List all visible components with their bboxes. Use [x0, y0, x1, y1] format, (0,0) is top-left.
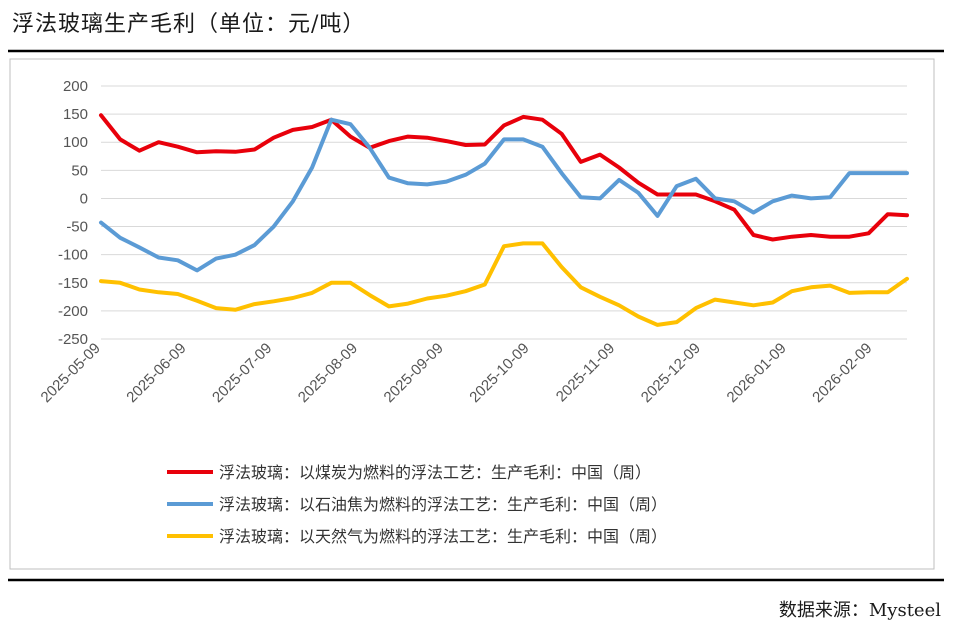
y-tick-label: 0: [80, 190, 88, 207]
series-line-1: [99, 113, 909, 242]
legend-label: 浮法玻璃：以煤炭为燃料的浮法工艺：生产毛利：中国（周）: [219, 463, 651, 482]
y-tick-label: -250: [58, 331, 88, 348]
series-line-3: [99, 241, 909, 327]
page-title: 浮法玻璃生产毛利（单位：元/吨）: [12, 12, 366, 37]
chart-frame: [9, 58, 935, 570]
y-tick-label: -50: [66, 219, 88, 236]
y-tick-label: 100: [63, 134, 88, 151]
y-tick-label: -100: [58, 247, 88, 264]
legend: 浮法玻璃：以煤炭为燃料的浮法工艺：生产毛利：中国（周） 浮法玻璃：以石油焦为燃料的…: [167, 463, 667, 546]
source-note: 数据来源：Mysteel: [778, 600, 941, 621]
y-tick-label: 50: [71, 162, 88, 179]
series-line-2: [99, 117, 909, 273]
y-tick-label: -200: [58, 303, 88, 320]
series-lines: [99, 113, 909, 327]
y-tick-label: 200: [63, 78, 88, 95]
y-tick-label: 150: [63, 106, 88, 123]
legend-label: 浮法玻璃：以天然气为燃料的浮法工艺：生产毛利：中国（周）: [219, 527, 667, 546]
legend-label: 浮法玻璃：以石油焦为燃料的浮法工艺：生产毛利：中国（周）: [219, 495, 667, 514]
y-axis-ticks: 200 150 100 50 0 -50 -100 -150 -200 -250: [58, 78, 88, 348]
y-tick-label: -150: [58, 275, 88, 292]
